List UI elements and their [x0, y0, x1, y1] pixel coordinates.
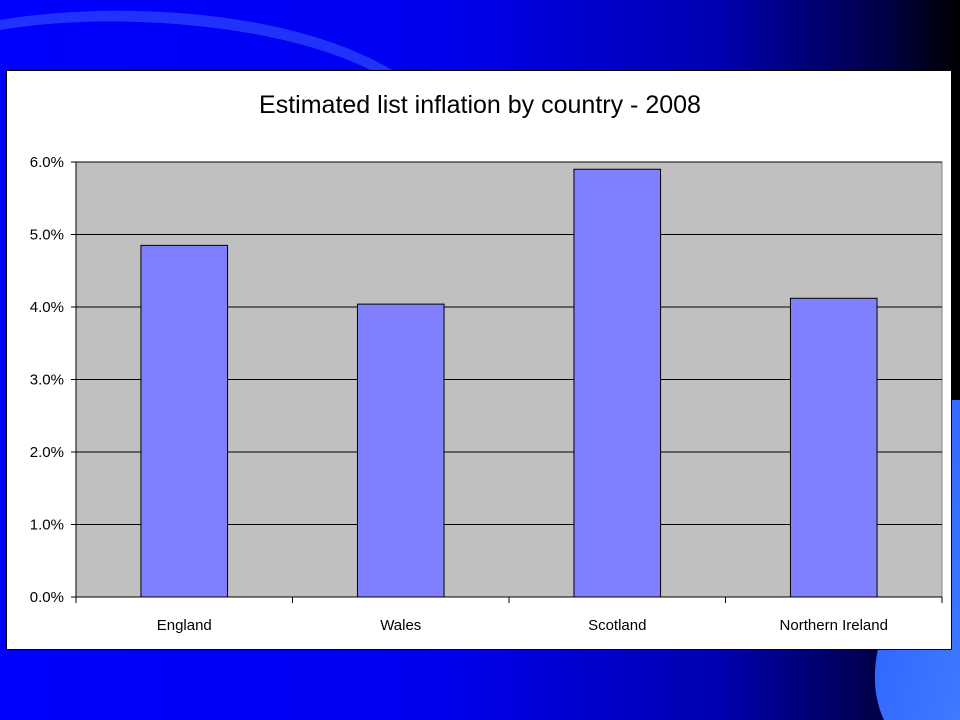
y-tick-label: 4.0%	[30, 299, 64, 316]
bar-wales	[356, 303, 445, 598]
y-axis: 0.0% 1.0% 2.0% 3.0% 4.0% 5.0% 6.0%	[30, 154, 77, 606]
x-tick-label: England	[157, 617, 212, 634]
x-tick-label: Northern Ireland	[780, 617, 888, 634]
chart-title: Estimated list inflation by country - 20…	[259, 91, 701, 119]
decorative-swoosh-top	[0, 10, 400, 75]
y-tick-label: 5.0%	[30, 227, 64, 244]
x-axis: England Wales Scotland Northern Ireland	[75, 596, 943, 634]
bar-england	[140, 244, 229, 598]
x-tick-label: Wales	[380, 617, 421, 634]
y-tick-label: 0.0%	[30, 589, 64, 606]
y-tick-label: 2.0%	[30, 444, 64, 461]
y-tick-label: 6.0%	[30, 154, 64, 171]
x-tick-label: Scotland	[588, 617, 646, 634]
y-tick-label: 1.0%	[30, 517, 64, 534]
y-tick-label: 3.0%	[30, 372, 64, 389]
bar-northern-ireland	[789, 297, 878, 598]
bar-scotland	[573, 168, 662, 598]
bars	[140, 168, 878, 598]
